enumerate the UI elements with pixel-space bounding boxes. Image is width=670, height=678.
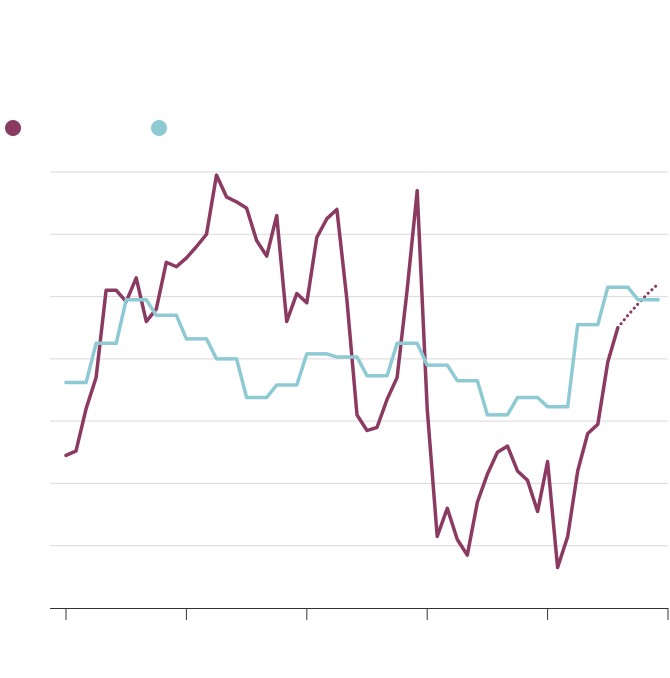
series-line-3: [64, 285, 660, 417]
legend-swatch-series-1: [5, 120, 21, 136]
legend-swatch-series-2: [151, 120, 167, 136]
series-line-1: [64, 173, 620, 570]
series-line-2: [616, 282, 660, 330]
